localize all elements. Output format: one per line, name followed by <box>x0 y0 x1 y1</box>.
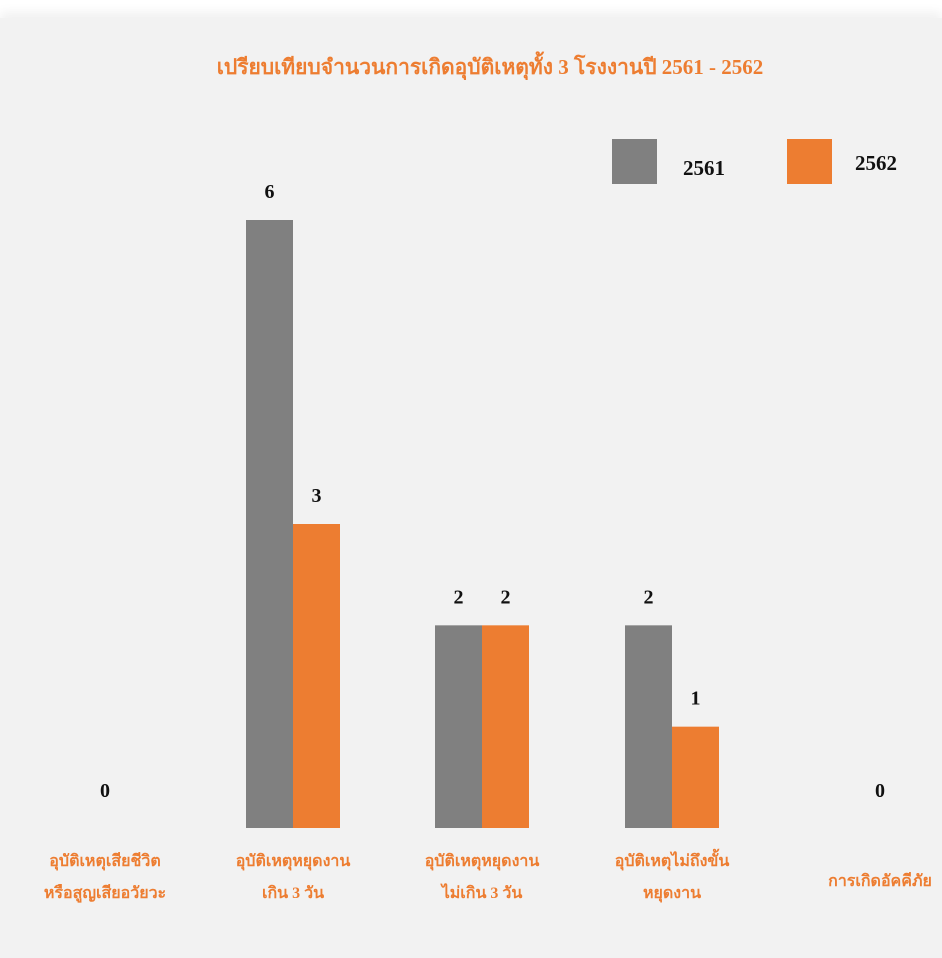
value-label-2561-cat-3: 2 <box>454 586 464 608</box>
bar-2561-cat-4 <box>625 625 672 828</box>
legend-swatch-2561 <box>612 139 657 184</box>
value-label-2561-cat-1: 0 <box>100 780 110 802</box>
legend-swatch-2562 <box>787 139 832 184</box>
value-label-2562-cat-5: 0 <box>875 780 885 802</box>
legend: 2561 2562 <box>612 139 897 184</box>
category-label-3-line-2: ไม่เกิน 3 วัน <box>440 883 523 902</box>
chart-title: เปรียบเทียบจำนวนการเกิดอุบัติเหตุทั้ง 3 … <box>217 51 764 81</box>
category-label-2-line-1: อุบัติเหตุหยุดงาน <box>236 852 351 871</box>
bar-2562-cat-4 <box>672 726 719 828</box>
category-label-1-line-1: อุบัติเหตุเสียชีวิต <box>49 851 160 871</box>
category-label-3-line-1: อุบัติเหตุหยุดงาน <box>425 852 540 871</box>
value-label-2561-cat-2: 6 <box>265 181 275 203</box>
bar-2561-cat-3 <box>435 625 482 828</box>
category-labels: อุบัติเหตุเสียชีวิตหรือสูญเสียอวัยวะ อุบั… <box>44 848 932 904</box>
category-label-5-line-1: การเกิดอัคคีภัย <box>828 871 932 890</box>
value-labels: 0 6 3 2 2 2 1 0 <box>100 181 885 802</box>
category-label-4-line-1: อุบัติเหตุไม่ถึงขั้น <box>615 848 730 871</box>
bars <box>246 220 719 828</box>
value-label-2562-cat-3: 2 <box>501 586 511 608</box>
bar-2562-cat-3 <box>482 625 529 828</box>
legend-label-2561: 2561 <box>683 156 725 180</box>
category-label-2-line-2: เกิน 3 วัน <box>262 884 324 902</box>
category-label-1-line-2: หรือสูญเสียอวัยวะ <box>44 883 166 904</box>
value-label-2562-cat-2: 3 <box>312 485 322 507</box>
value-label-2561-cat-4: 2 <box>644 586 654 608</box>
category-label-4-line-2: หยุดงาน <box>643 885 701 903</box>
bar-2561-cat-2 <box>246 220 293 828</box>
legend-label-2562: 2562 <box>855 151 897 175</box>
bar-2562-cat-2 <box>293 524 340 828</box>
value-label-2562-cat-4: 1 <box>691 688 701 710</box>
